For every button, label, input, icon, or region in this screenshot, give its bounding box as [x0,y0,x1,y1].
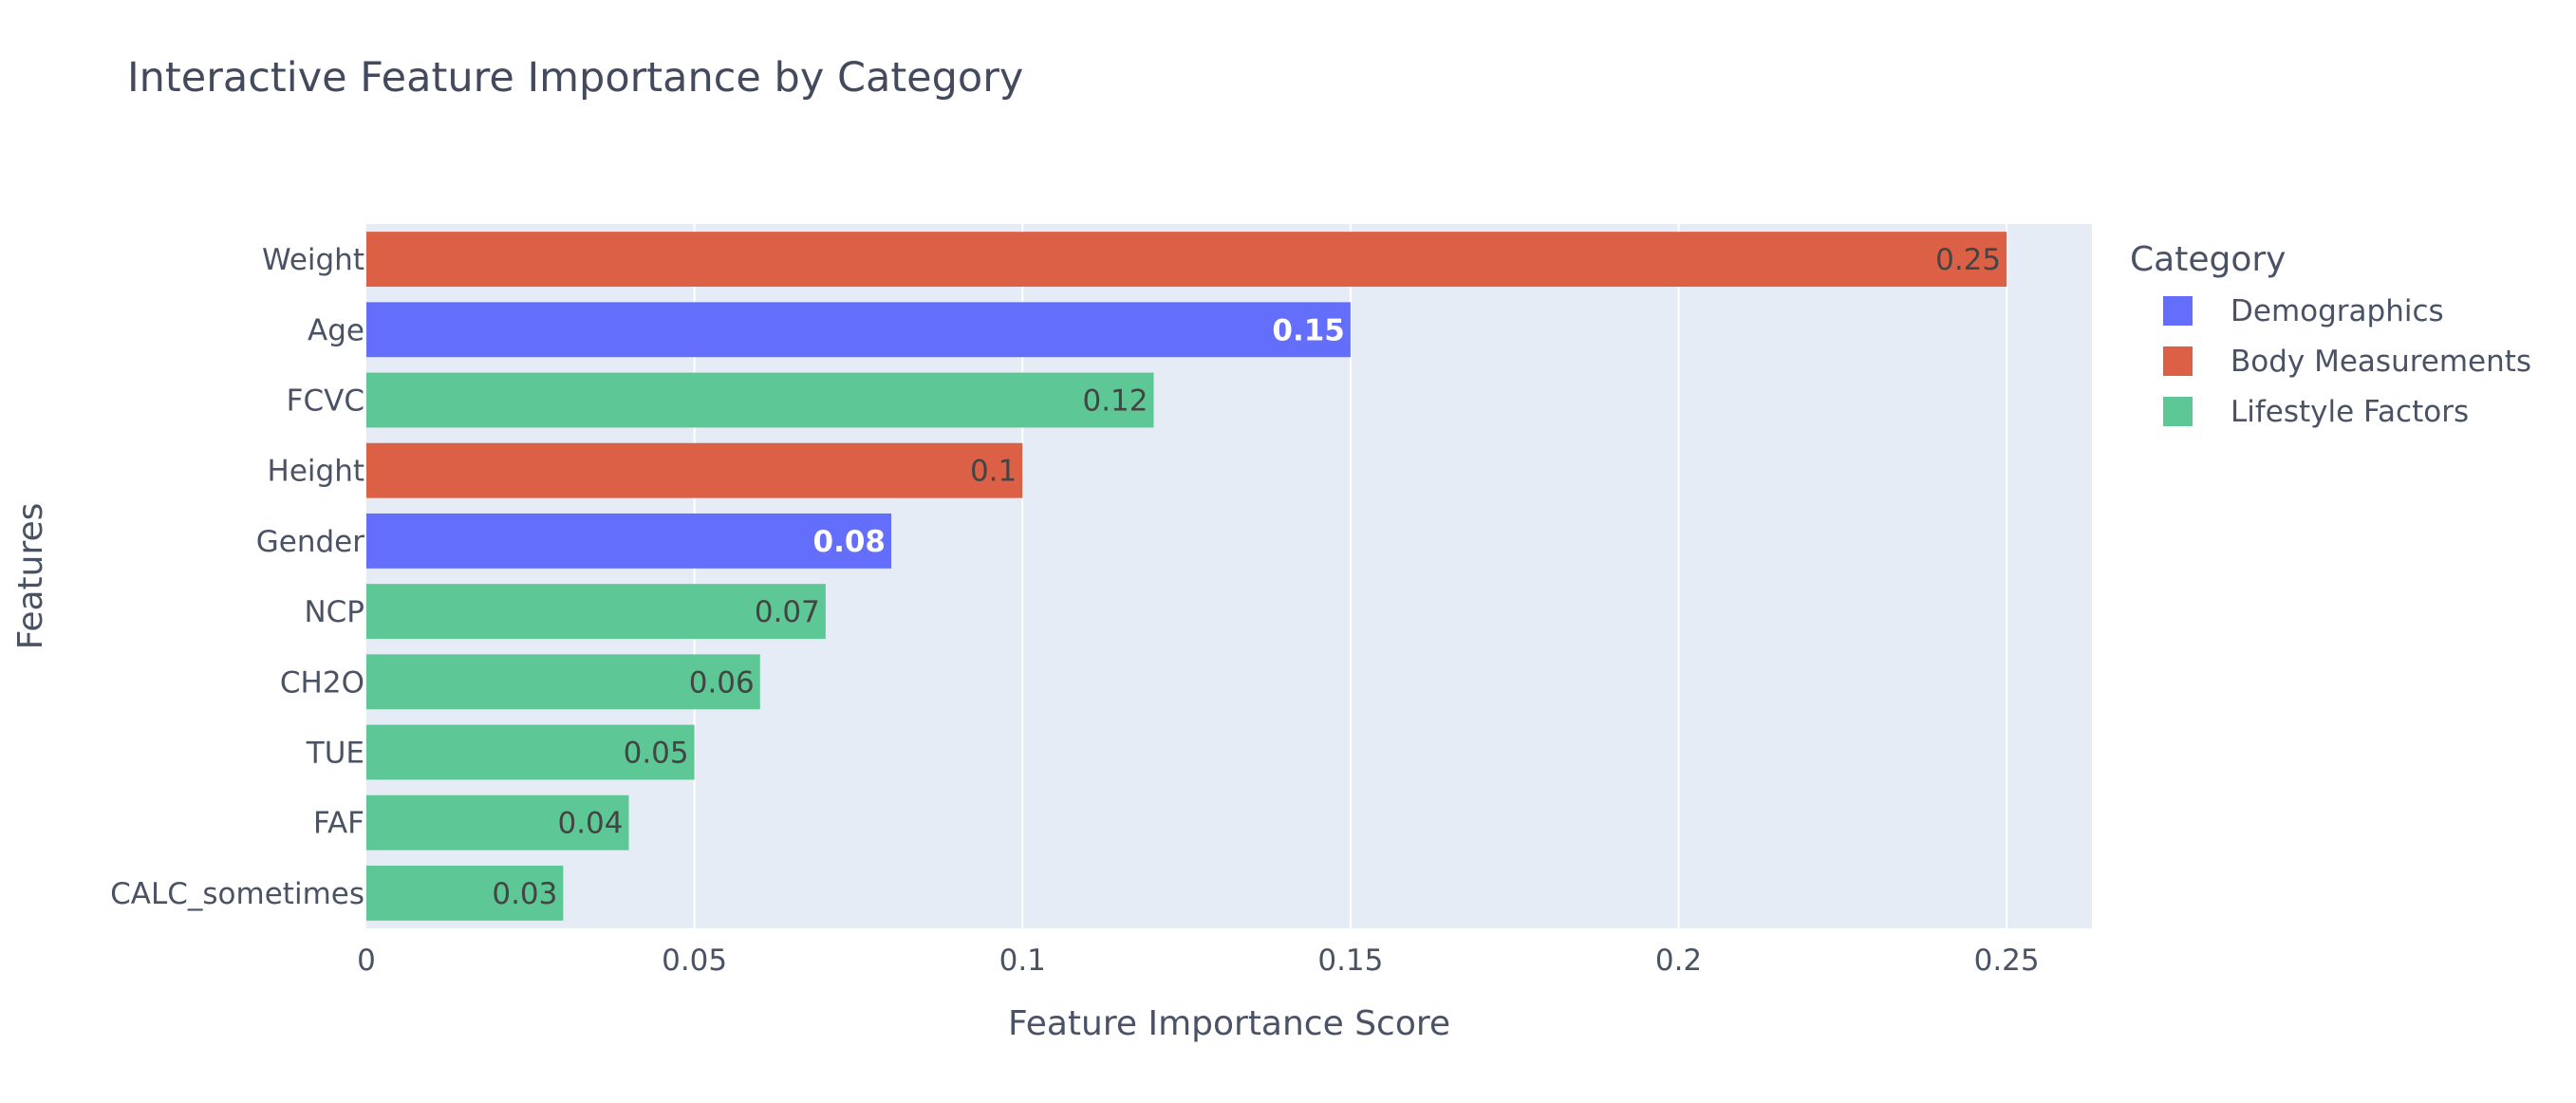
bar-label-fcvc: 0.12 [1082,384,1148,419]
legend-swatch-demographics[interactable] [2163,296,2193,326]
x-tick-0: 0 [357,944,376,978]
y-tick-height: Height [268,455,364,489]
bar-tue[interactable] [366,724,695,780]
y-tick-tue: TUE [306,737,364,771]
y-tick-faf: FAF [313,807,364,841]
y-tick-ncp: NCP [304,595,364,629]
x-tick-2: 0.1 [999,944,1046,978]
y-tick-fcvc: FCVC [287,384,364,419]
legend-label-lifestyle-factors[interactable]: Lifestyle Factors [2231,395,2469,429]
x-axis-title: Feature Importance Score [1008,1004,1450,1043]
bar-label-age: 0.15 [1272,313,1345,347]
bar-label-ch2o: 0.06 [689,665,755,700]
bar-label-gender: 0.08 [813,525,887,559]
bar-gender[interactable] [366,513,892,569]
y-tick-gender: Gender [256,525,364,559]
legend-title: Category [2130,240,2286,279]
bar-label-ncp: 0.07 [755,595,820,629]
bar-labels: 0.25 0.15 0.12 0.1 0.08 0.07 0.06 0.05 0.04 0.03 [492,243,2001,911]
x-tick-5: 0.25 [1974,944,2040,978]
y-axis-title: Features [11,503,50,650]
legend-label-demographics[interactable]: Demographics [2231,294,2444,328]
bar-fcvc[interactable] [366,372,1154,428]
legend-swatch-lifestyle-factors[interactable] [2163,397,2193,426]
bar-label-faf: 0.04 [557,807,623,841]
bar-faf[interactable] [366,795,629,851]
bar-weight[interactable] [366,232,2007,288]
y-tick-age: Age [308,313,364,347]
x-tick-4: 0.2 [1655,944,1702,978]
bar-ch2o[interactable] [366,654,760,710]
bar-label-weight: 0.25 [1935,243,2001,277]
y-tick-calc-sometimes: CALC_sometimes [110,877,364,911]
legend-items: Demographics Body Measurements Lifestyle F… [2163,294,2531,429]
y-tick-weight: Weight [262,243,364,277]
bar-label-tue: 0.05 [624,737,689,771]
bar-height[interactable] [366,442,1023,498]
legend: Category Demographics Body Measurements Li… [2130,240,2531,429]
bar-age[interactable] [366,302,1351,358]
x-axis-ticks: 0 0.05 0.1 0.15 0.2 0.25 [357,944,2040,978]
bar-label-calc-sometimes: 0.03 [492,877,557,911]
bars [366,232,2007,921]
y-tick-ch2o: CH2O [280,665,364,700]
bar-label-height: 0.1 [970,455,1017,489]
x-tick-1: 0.05 [662,944,727,978]
x-tick-3: 0.15 [1317,944,1383,978]
chart-title: Interactive Feature Importance by Catego… [127,54,1023,102]
y-axis-ticks: Weight Age FCVC Height Gender NCP CH2O TUE FAF CA… [110,243,364,911]
legend-label-body-measurements[interactable]: Body Measurements [2231,345,2531,379]
bar-calc-sometimes[interactable] [366,865,564,921]
bar-ncp[interactable] [366,584,826,640]
legend-swatch-body-measurements[interactable] [2163,346,2193,376]
